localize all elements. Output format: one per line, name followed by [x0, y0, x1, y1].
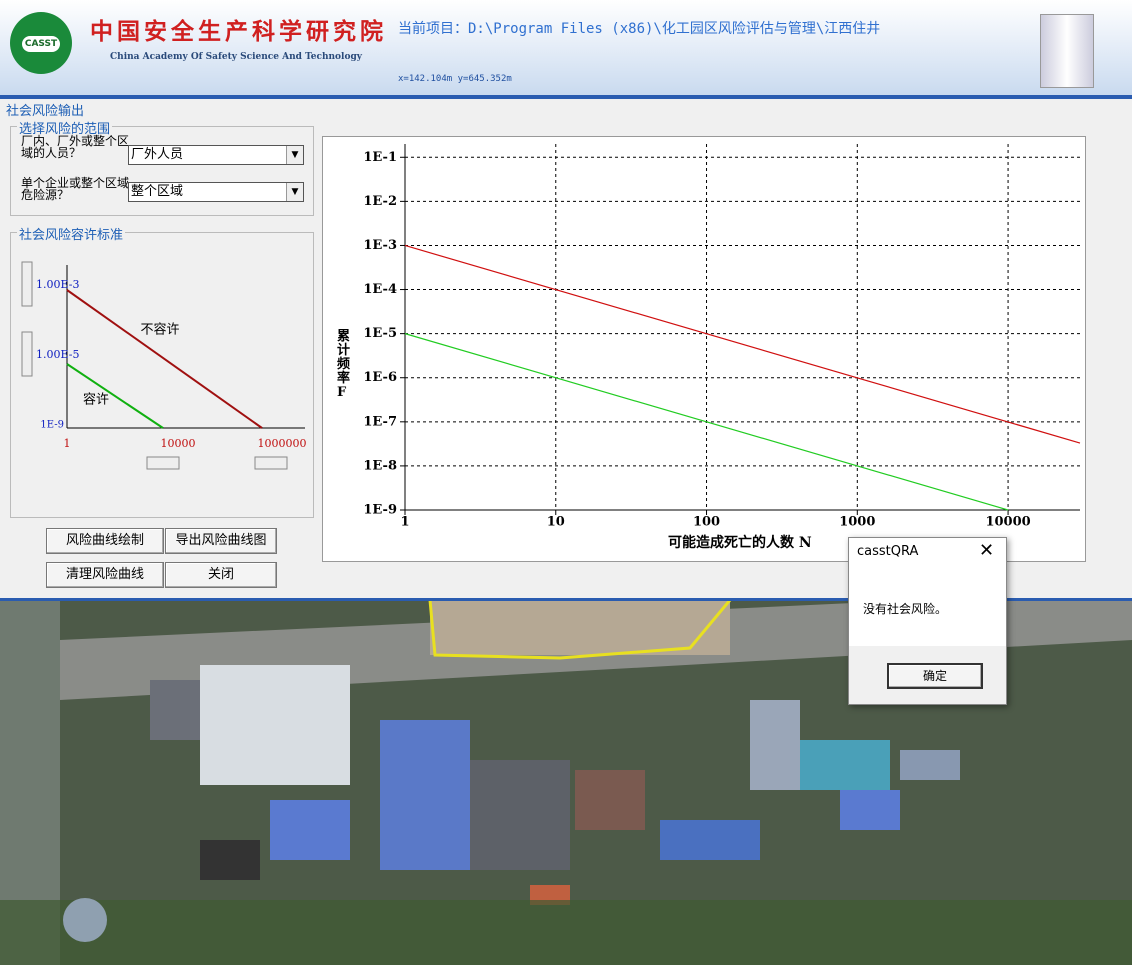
y-tick-label: 1E-4: [363, 282, 397, 297]
close-button[interactable]: ✕: [979, 540, 995, 561]
dialog-message: 没有社会风险。: [863, 602, 948, 616]
y-tick-label: 1E-1: [363, 150, 397, 165]
button[interactable]: 导出风险曲线图: [165, 528, 277, 554]
project-path: 当前项目：D:\Program Files (x86)\化工园区风险评估与管理\…: [398, 21, 881, 37]
y-tick-label: 1E-5: [363, 326, 397, 341]
chart-frame: [322, 136, 1086, 562]
group-title: 选择风险的范围: [17, 118, 113, 137]
dropdown-arrow[interactable]: ▼: [286, 146, 303, 164]
y-axis-label: 累计频率 F: [337, 329, 351, 400]
chart: 1E-9 1E-8 1E-7 1E-6 1E-5 1E-4 1E-3 1E-2 1E-1 1 10 1…: [363, 144, 1081, 530]
button[interactable]: 关闭: [165, 562, 277, 588]
spinner[interactable]: [21, 261, 33, 307]
coords: x=142.104m y=645.352m: [398, 74, 512, 84]
x-axis-label: 可能造成死亡的人数 N: [668, 535, 812, 551]
bottom-label: 1E-9: [40, 420, 64, 431]
x-label: 10000: [161, 437, 196, 450]
x-label: 1000000: [258, 437, 307, 450]
x-tick-label: 10000: [985, 515, 1030, 530]
region-label: 不容许: [140, 322, 179, 338]
ok-button[interactable]: 确定: [887, 663, 983, 689]
button[interactable]: 风险曲线绘制: [46, 528, 164, 554]
label: 单个企业或整个区域危险源？: [21, 176, 130, 202]
logo-text: CASST: [22, 36, 60, 52]
select[interactable]: 厂外人员 ▼: [128, 145, 304, 165]
building-icon: [1040, 14, 1094, 88]
upper-label: 1.00E-3: [36, 278, 79, 291]
dialog: casstQRA ✕ 没有社会风险。 确定: [848, 537, 1007, 705]
scope-group: 选择风险的范围 厂内、厂外或整个区域的人员？ 厂外人员 ▼ 单个企业或整个区域危险…: [10, 118, 314, 216]
series-line: [404, 333, 1009, 511]
y-tick-label: 1E-7: [363, 414, 397, 429]
unacceptable-line: [66, 289, 263, 429]
select-value: 整个区域: [131, 184, 184, 199]
x-label: 1: [64, 437, 71, 450]
y-tick-label: 1E-6: [363, 370, 397, 385]
logo: CASST: [10, 12, 72, 74]
y-tick-label: 1E-2: [363, 194, 397, 209]
label: 厂内、厂外或整个区域的人员？: [21, 134, 130, 160]
header: CASST 中国安全生产科学研究院 China Academy Of Safet…: [0, 0, 1132, 95]
acceptable-line: [66, 363, 164, 429]
scrollbar[interactable]: [146, 456, 180, 470]
button[interactable]: 清理风险曲线: [46, 562, 164, 588]
lower-label: 1.00E-5: [36, 348, 79, 361]
scrollbar[interactable]: [254, 456, 288, 470]
dialog-title: casstQRA: [857, 544, 919, 559]
y-tick-label: 1E-8: [363, 458, 397, 473]
spinner[interactable]: [21, 331, 33, 377]
group-title: 社会风险容许标准: [17, 224, 126, 243]
select-value: 厂外人员: [131, 147, 184, 162]
x-tick-label: 1000: [839, 515, 875, 530]
x-tick-label: 1: [400, 515, 409, 530]
dropdown-arrow[interactable]: ▼: [286, 183, 303, 201]
x-tick-label: 100: [693, 515, 720, 530]
series-line: [404, 244, 1081, 444]
y-tick-label: 1E-3: [363, 238, 397, 253]
panel-title: 社会风险输出: [6, 104, 85, 119]
x-tick-label: 10: [547, 515, 565, 530]
criteria-group: 社会风险容许标准: [10, 224, 314, 518]
org-cn: 中国安全生产科学研究院: [90, 18, 387, 45]
criteria-chart: 1.00E-3 1.00E-5 1E-9 1 10000 1000000 不容许…: [21, 261, 307, 470]
region-label: 容许: [83, 392, 109, 408]
separator: [0, 598, 1132, 601]
separator: [0, 95, 1132, 99]
select[interactable]: 整个区域 ▼: [128, 182, 304, 202]
y-tick-label: 1E-9: [363, 503, 397, 518]
org-en: China Academy Of Safety Science And Tech…: [110, 52, 362, 62]
